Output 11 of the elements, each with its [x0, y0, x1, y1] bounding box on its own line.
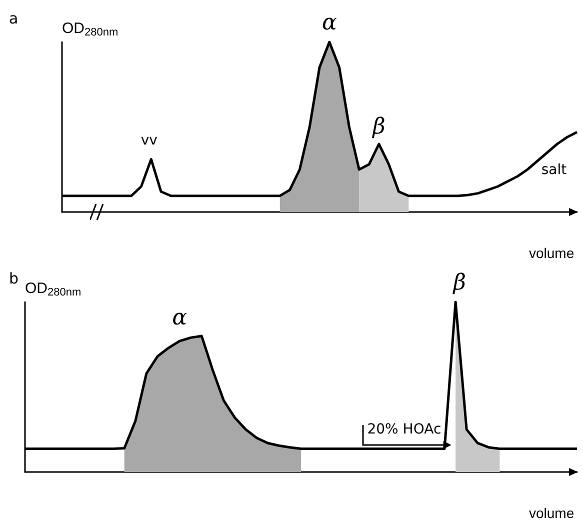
chart-title: b — [9, 270, 19, 288]
annotation: vv — [140, 132, 158, 148]
annotation: 20% HOAc — [367, 422, 442, 438]
text: α — [322, 10, 337, 36]
annotation: salt — [541, 162, 568, 178]
chart-title: a — [9, 10, 18, 28]
annotation: β — [372, 114, 386, 140]
annotation: α — [172, 306, 188, 331]
text: β — [452, 270, 466, 296]
x-axis-title: volume — [529, 505, 574, 520]
x-axis-title: volume — [529, 245, 574, 261]
